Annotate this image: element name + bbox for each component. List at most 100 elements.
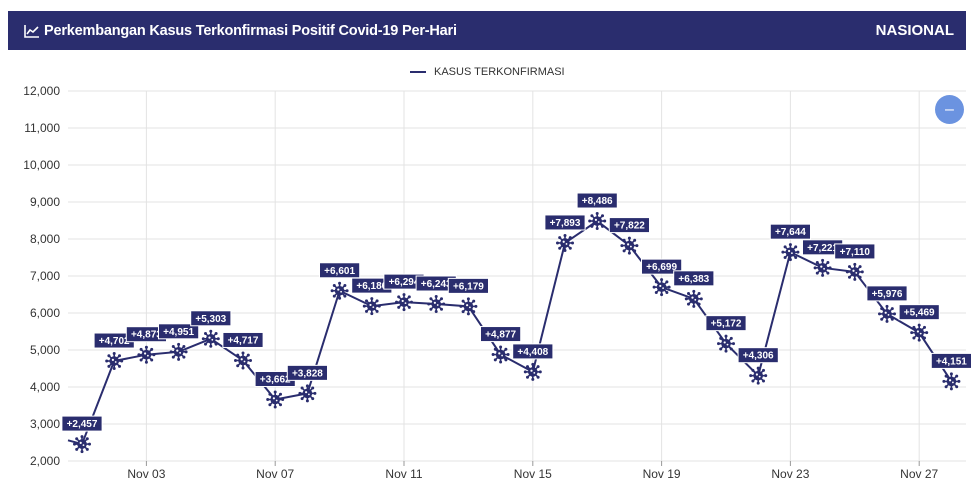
virus-spike-tip [298, 391, 302, 395]
virus-spike-tip [563, 233, 567, 237]
virus-spike-tip [493, 358, 497, 362]
virus-marker [491, 345, 510, 364]
y-tick-label: 4,000 [30, 380, 60, 394]
virus-spike-tip [177, 342, 181, 346]
virus-core [495, 349, 506, 360]
virus-dot [144, 352, 147, 355]
data-label-box [737, 347, 779, 364]
virus-spike-tip [246, 353, 250, 357]
virus-core [817, 263, 828, 273]
virus-spike-tip [434, 310, 438, 314]
virus-dot [919, 332, 922, 335]
virus-spike-tip [118, 364, 122, 368]
virus-marker [73, 435, 91, 454]
data-label-box [447, 277, 489, 294]
chart-legend[interactable]: KASUS TERKONFIRMASI [410, 66, 565, 78]
virus-spike-tip [88, 442, 91, 446]
virus-spike-tip [917, 338, 921, 342]
virus-spike-tip [686, 292, 690, 296]
virus-spike-tip [137, 353, 141, 357]
virus-dot [111, 358, 114, 361]
data-label: +6,179 [447, 277, 489, 294]
virus-spike-tip [279, 392, 283, 396]
virus-dot [662, 287, 664, 290]
virus-core [689, 294, 699, 304]
y-tick-label: 2,000 [30, 454, 60, 468]
virus-spike-tip [182, 355, 186, 359]
virus-spike-tip [531, 377, 535, 381]
virus-spike-tip [427, 302, 431, 306]
virus-core [367, 301, 377, 311]
virus-marker [137, 345, 156, 364]
virus-dot [275, 399, 278, 402]
virus-marker [169, 342, 188, 361]
virus-spike-tip [75, 437, 79, 441]
virus-spike-tip [152, 353, 156, 357]
virus-core [238, 355, 248, 366]
y-tick-label: 11,000 [24, 121, 60, 135]
virus-spike-tip [845, 270, 849, 274]
virus-spike-tip [885, 304, 889, 308]
virus-marker [878, 304, 896, 323]
virus-spike-tip [472, 310, 476, 314]
virus-spike-tip [395, 300, 398, 304]
virus-spike-tip [601, 214, 605, 218]
virus-marker [201, 329, 220, 348]
virus-spike-tip [635, 244, 639, 248]
data-label-text: +6,243 [421, 279, 452, 290]
virus-spike-tip [783, 245, 787, 249]
virus-dot [952, 381, 954, 384]
virus-spike-tip [665, 290, 669, 294]
virus-spike-tip [536, 375, 540, 379]
virus-spike-tip [370, 297, 374, 301]
virus-marker [910, 323, 929, 342]
data-label-text: +7,644 [775, 227, 806, 238]
x-tick-label: Nov 11 [385, 467, 422, 481]
y-tick-label: 10,000 [23, 158, 60, 172]
virus-spike-tip [313, 391, 317, 395]
virus-dot [372, 306, 375, 309]
virus-spike-tip [955, 385, 959, 389]
virus-spike-tip [692, 289, 696, 293]
x-tick-label: Nov 23 [771, 467, 809, 481]
virus-spike-tip [764, 374, 768, 378]
virus-spike-tip [429, 297, 433, 301]
virus-spike-tip [751, 368, 755, 372]
data-label-box [769, 223, 811, 240]
virus-dot [208, 336, 211, 339]
virus-spike-tip [686, 302, 690, 306]
virus-marker [749, 366, 768, 385]
virus-spike-tip [794, 255, 798, 259]
virus-spike-tip [878, 312, 881, 316]
virus-spike-tip [105, 359, 109, 363]
virus-core [785, 247, 796, 257]
virus-dot [755, 373, 759, 376]
virus-dot [823, 267, 825, 270]
virus-spike-tip [311, 397, 315, 401]
virus-dot [401, 299, 404, 303]
legend-line-marker [410, 71, 426, 73]
virus-marker [523, 362, 542, 381]
virus-spike-tip [620, 244, 624, 248]
virus-spike-tip [300, 386, 304, 390]
virus-spike-tip [493, 347, 497, 351]
data-label-box [190, 310, 232, 327]
virus-core [946, 376, 957, 387]
x-tick-label: Nov 19 [643, 467, 681, 481]
data-label: +7,110 [834, 243, 876, 260]
virus-marker [813, 258, 832, 277]
zoom-out-button[interactable]: – [935, 95, 964, 124]
virus-spike-tip [912, 325, 916, 329]
virus-spike-tip [120, 359, 124, 363]
virus-spike-tip [627, 251, 631, 255]
virus-dot [340, 290, 342, 293]
data-label-text: +6,601 [324, 266, 355, 277]
virus-dot [820, 265, 823, 268]
virus-dot [404, 302, 407, 305]
virus-spike-tip [828, 266, 832, 270]
virus-spike-tip [461, 299, 465, 303]
virus-spike-tip [139, 347, 143, 351]
virus-spike-tip [499, 345, 503, 349]
virus-spike-tip [885, 319, 889, 323]
virus-dot [694, 298, 697, 301]
